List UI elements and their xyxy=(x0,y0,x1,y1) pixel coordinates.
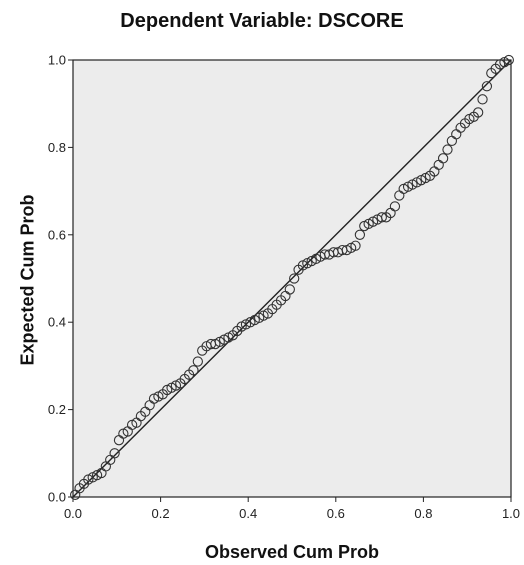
x-tick-label: 0.4 xyxy=(239,506,257,521)
x-tick-label: 0.6 xyxy=(327,506,345,521)
reference-line xyxy=(72,59,512,498)
x-axis-label: Observed Cum Prob xyxy=(204,542,380,562)
x-tick-label: 0.8 xyxy=(414,506,432,521)
y-tick-label: 0.0 xyxy=(48,490,66,505)
y-tick-label: 1.0 xyxy=(48,53,66,68)
data-point xyxy=(389,201,401,212)
data-point xyxy=(481,81,493,92)
x-tick-label: 0.2 xyxy=(152,506,170,521)
data-point xyxy=(442,144,453,155)
x-tick-label: 0.0 xyxy=(64,506,82,521)
y-tick-label: 0.6 xyxy=(48,227,66,242)
y-tick-label: 0.2 xyxy=(48,402,66,417)
data-point xyxy=(503,54,514,66)
data-point xyxy=(477,94,488,105)
y-tick-label: 0.4 xyxy=(48,315,66,330)
data-point xyxy=(188,365,199,376)
data-point xyxy=(437,153,449,164)
y-tick-label: 0.8 xyxy=(48,140,66,155)
x-tick-label: 1.0 xyxy=(502,506,520,521)
chart-title: Dependent Variable: DSCORE xyxy=(120,10,404,32)
data-point xyxy=(472,107,484,118)
data-point xyxy=(376,212,387,223)
data-point xyxy=(192,356,203,367)
data-point xyxy=(350,240,361,251)
y-axis-label: Expected Cum Prob xyxy=(17,194,38,366)
data-point xyxy=(109,448,120,459)
data-point xyxy=(289,273,300,284)
data-point xyxy=(284,284,295,295)
data-point xyxy=(354,229,366,240)
